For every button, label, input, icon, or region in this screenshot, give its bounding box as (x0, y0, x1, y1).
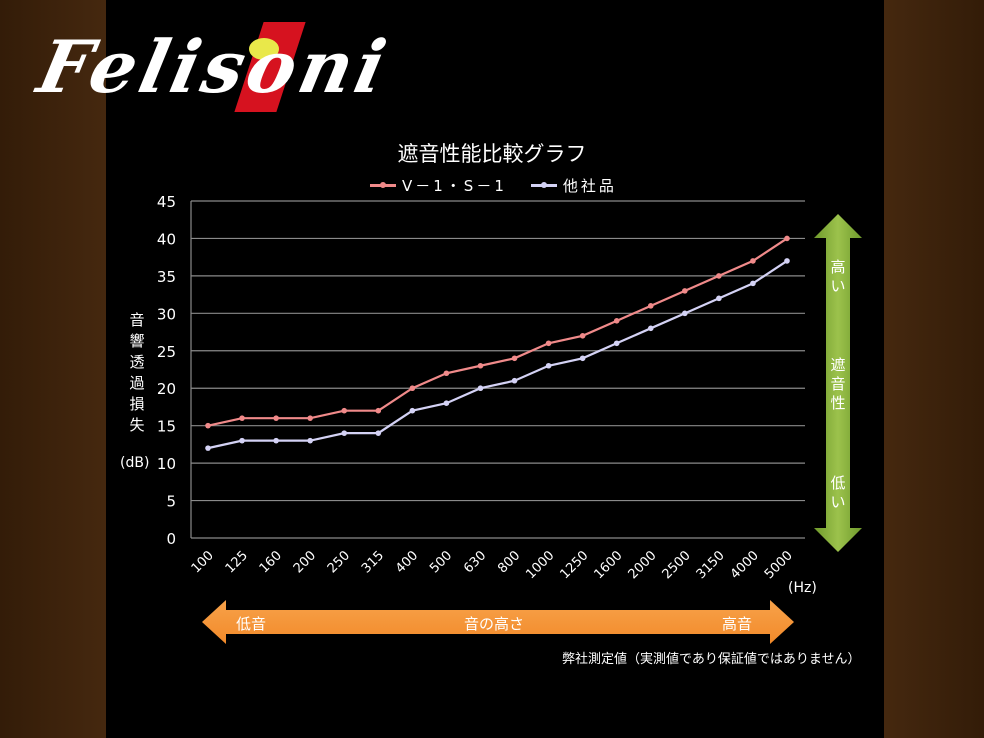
svg-text:40: 40 (157, 230, 176, 248)
legend-swatch-v1s1 (370, 182, 396, 188)
svg-text:630: 630 (461, 548, 489, 576)
right-border (884, 0, 984, 738)
svg-text:200: 200 (291, 548, 319, 576)
performance-high-label: 高い (830, 258, 846, 295)
x-axis-unit: (Hz) (788, 580, 817, 596)
performance-low-label: 低い (830, 474, 846, 511)
y-axis-title: 音響透過損失 (129, 311, 145, 434)
svg-text:250: 250 (325, 548, 353, 576)
svg-text:5: 5 (166, 493, 176, 511)
svg-text:15: 15 (157, 418, 176, 436)
logo-yellow-dot (249, 38, 279, 60)
pitch-low-label: 低音 (236, 615, 267, 633)
svg-text:1600: 1600 (592, 548, 626, 582)
svg-text:0: 0 (166, 530, 176, 548)
chart-legend: V－1・S－1 他社品 (370, 175, 635, 196)
svg-text:10: 10 (157, 455, 176, 473)
svg-text:1000: 1000 (523, 548, 557, 582)
svg-text:800: 800 (495, 548, 523, 576)
svg-text:4000: 4000 (728, 548, 762, 582)
svg-text:20: 20 (157, 380, 176, 398)
legend-label-v1s1: V－1・S－1 (402, 177, 507, 195)
svg-text:30: 30 (157, 305, 176, 323)
svg-text:2500: 2500 (660, 548, 694, 582)
brand-logo: Felisoni (31, 18, 516, 113)
svg-text:5000: 5000 (762, 548, 796, 582)
svg-text:35: 35 (157, 268, 176, 286)
svg-text:400: 400 (393, 548, 421, 576)
svg-text:100: 100 (189, 548, 217, 576)
svg-text:2000: 2000 (626, 548, 660, 582)
legend-swatch-other (530, 182, 557, 188)
svg-text:315: 315 (359, 548, 387, 576)
y-axis-unit: (dB) (120, 455, 150, 471)
left-border (0, 0, 106, 738)
svg-text:500: 500 (427, 548, 455, 576)
performance-middle-label: 遮音性 (830, 356, 846, 412)
legend-label-other: 他社品 (562, 177, 617, 195)
svg-text:25: 25 (157, 343, 176, 361)
pitch-high-label: 高音 (722, 615, 753, 633)
measurement-note: 弊社測定値（実測値であり保証値ではありません） (562, 652, 861, 667)
chart-title: 遮音性能比較グラフ (397, 142, 587, 166)
svg-text:3150: 3150 (694, 548, 728, 582)
svg-text:45: 45 (157, 193, 176, 211)
svg-text:1250: 1250 (557, 548, 591, 582)
pitch-center-label: 音の高さ (464, 615, 525, 633)
svg-text:125: 125 (223, 548, 251, 576)
svg-text:160: 160 (257, 548, 285, 576)
